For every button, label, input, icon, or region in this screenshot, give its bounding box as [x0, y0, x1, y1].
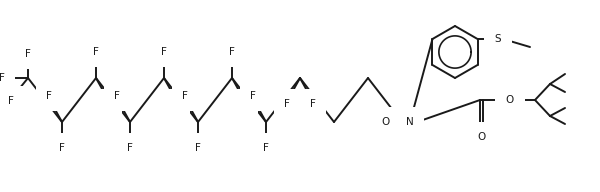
Text: F: F: [161, 47, 167, 57]
Text: F: F: [46, 91, 52, 101]
Text: F: F: [195, 143, 201, 153]
Text: F: F: [127, 143, 133, 153]
Text: O: O: [506, 95, 514, 105]
Text: F: F: [310, 99, 316, 109]
Text: F: F: [8, 96, 14, 106]
Text: F: F: [174, 99, 180, 109]
Text: N: N: [406, 117, 414, 127]
Text: F: F: [114, 91, 120, 101]
Text: O: O: [477, 132, 485, 142]
Text: F: F: [263, 143, 269, 153]
Text: F: F: [93, 47, 99, 57]
Text: F: F: [59, 143, 65, 153]
Text: F: F: [284, 99, 290, 109]
Text: F: F: [182, 91, 188, 101]
Text: F: F: [242, 99, 248, 109]
Text: F: F: [229, 47, 235, 57]
Text: F: F: [0, 73, 5, 83]
Text: F: F: [106, 99, 112, 109]
Text: F: F: [250, 91, 256, 101]
Text: S: S: [494, 34, 502, 44]
Text: F: F: [25, 49, 31, 59]
Text: O: O: [381, 117, 389, 127]
